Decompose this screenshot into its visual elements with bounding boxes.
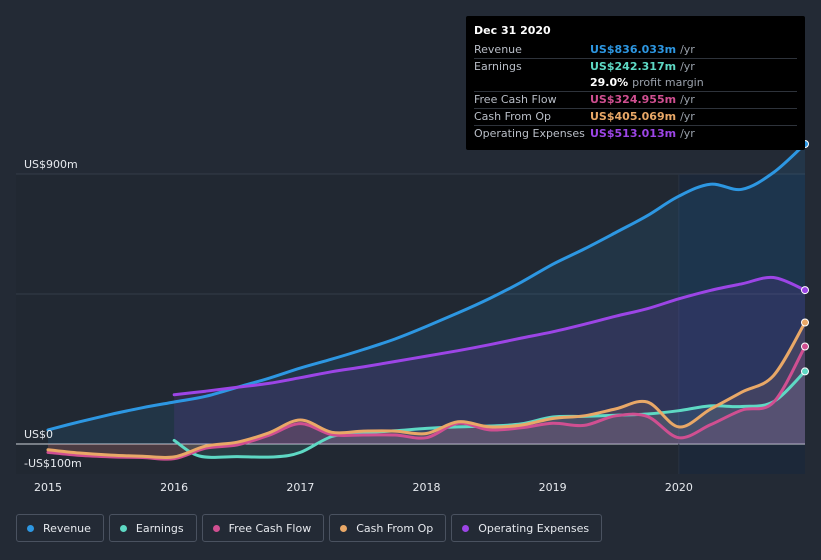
tooltip-date: Dec 31 2020 [474,24,551,37]
y-axis-label: -US$100m [24,457,82,470]
tooltip-row-unit: /yr [680,110,695,123]
x-axis-tick-label: 2016 [160,481,188,494]
tooltip-row-label: Revenue [474,43,522,56]
tooltip-row-label [474,75,590,91]
legend-dot-icon [27,524,34,532]
x-axis-tick-label: 2017 [286,481,314,494]
legend-dot-icon [119,524,127,532]
legend-item-revenue[interactable]: Revenue [16,514,104,542]
legend-item-label: Revenue [43,521,91,535]
y-axis-label: US$0 [24,428,53,441]
chart-svg: US$900m US$0 -US$100m 2015 2016 2017 2018 2019… [16,140,809,494]
legend-dot-icon [462,524,470,532]
x-axis-tick-label: 2019 [539,481,567,494]
tooltip-row: Operating Expenses US$513.013m/yr [474,125,797,142]
y-axis-labels: US$900m US$0 -US$100m [24,158,82,470]
tooltip-rows: Revenue US$836.033m/yr Earnings US$242.317m… [474,42,797,142]
x-axis-tick-label: 2020 [665,481,693,494]
tooltip-row-label: Free Cash Flow [474,93,557,106]
earnings-area [174,371,805,458]
tooltip-row: Free Cash Flow US$324.955m/yr [474,91,797,108]
free-cash-flow-line [46,345,807,461]
free-cash-flow-area [48,346,805,460]
revenue-area [48,144,805,444]
tooltip-row-unit: /yr [680,43,695,56]
legend-item-label: Cash From Op [356,521,434,535]
tooltip-row-value: 29.0% [590,76,629,89]
tooltip-row: Earnings US$242.317m/yr [474,58,797,75]
y-axis-label: US$900m [24,158,78,171]
tooltip-row-unit: /yr [680,127,695,140]
operating-expenses-line [172,275,807,397]
tooltip-row: Cash From Op US$405.069m/yr [474,108,797,125]
cash-from-op-line [46,321,807,460]
operating-expenses-end-point [801,286,809,295]
legend-item-free-cash-flow[interactable]: Free Cash Flow [201,514,325,542]
highlight-region [678,174,805,474]
series-lines [46,142,807,461]
tooltip-row-unit: /yr [680,60,695,73]
free-cash-flow-end-point [801,342,809,351]
tooltip-row-value: US$242.317m [590,60,677,73]
tooltip-row-label: Earnings [474,60,522,73]
legend-item-label: Earnings [135,521,184,535]
tooltip-row-label: Operating Expenses [474,127,585,140]
cash-from-op-area [48,322,805,458]
chart-legend: Revenue Earnings Free Cash Flow Cash From O… [16,514,603,542]
tooltip-row-value: US$405.069m [590,110,677,123]
earnings-end-point [801,367,809,376]
legend-item-cash-from-op[interactable]: Cash From Op [329,514,447,542]
tooltip-row-unit: profit margin [632,76,704,89]
x-axis-tick-label: 2018 [413,481,441,494]
x-axis-labels: 2015 2016 2017 2018 2019 2020 [34,481,693,494]
data-tooltip: Dec 31 2020 Revenue US$836.033m/yr Earning… [466,16,805,150]
legend-dot-icon [212,524,220,532]
tooltip-row-value: US$836.033m [590,43,677,56]
tooltip-row-unit: /yr [680,93,695,106]
x-axis-tick-label: 2015 [34,481,62,494]
tooltip-row-value: US$324.955m [590,93,677,106]
tooltip-row: 29.0% profit margin [474,75,797,91]
revenue-line [46,142,807,432]
legend-item-label: Operating Expenses [478,521,590,535]
tooltip-row-value: US$513.013m [590,127,677,140]
legend-item-operating-expenses[interactable]: Operating Expenses [451,514,603,542]
legend-dot-icon [340,524,348,532]
tooltip-row-label: Cash From Op [474,110,552,123]
cash-from-op-end-point [801,318,809,327]
legend-item-label: Free Cash Flow [228,521,312,535]
tooltip-row: Revenue US$836.033m/yr [474,42,797,58]
legend-item-earnings[interactable]: Earnings [108,514,197,542]
grid-lines [16,173,805,474]
